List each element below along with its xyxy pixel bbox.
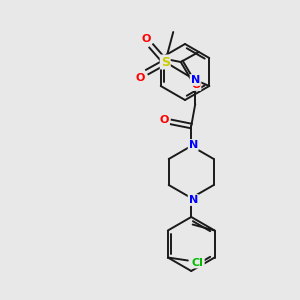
Text: O: O <box>136 73 145 83</box>
Text: S: S <box>161 56 170 68</box>
Text: O: O <box>160 115 169 125</box>
Text: O: O <box>191 80 200 90</box>
Text: Cl: Cl <box>192 257 204 268</box>
Text: N: N <box>189 195 198 205</box>
Text: O: O <box>142 34 151 44</box>
Text: N: N <box>190 75 200 85</box>
Text: N: N <box>189 140 198 150</box>
